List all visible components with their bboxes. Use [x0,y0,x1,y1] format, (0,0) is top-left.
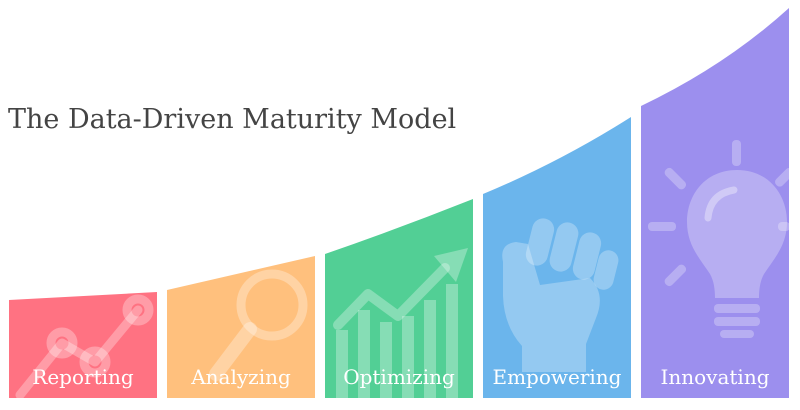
stage-analyzing: Analyzing [167,256,315,398]
stage-label: Empowering [492,365,621,389]
stage-optimizing: Optimizing [325,199,473,398]
stage-block [325,199,473,398]
stage-block [167,256,315,398]
raised-fist-icon [502,218,619,372]
stage-block [641,8,789,398]
stage-label: Innovating [660,365,769,389]
lightbulb-icon [648,140,794,338]
line-chart-icon [15,294,154,400]
stage-innovating: Innovating [641,8,794,398]
stage-block [483,117,631,398]
stage-label: Optimizing [343,365,455,389]
stage-block [9,292,157,398]
stage-label: Reporting [32,365,134,389]
page-title: The Data-Driven Maturity Model [8,104,457,135]
stage-label: Analyzing [190,365,291,389]
stage-reporting: Reporting [9,292,157,400]
stage-empowering: Empowering [483,117,631,398]
magnifier-icon [209,269,308,381]
bar-chart-up-arrow-icon [333,248,468,398]
lightbulb-highlight [704,186,738,222]
